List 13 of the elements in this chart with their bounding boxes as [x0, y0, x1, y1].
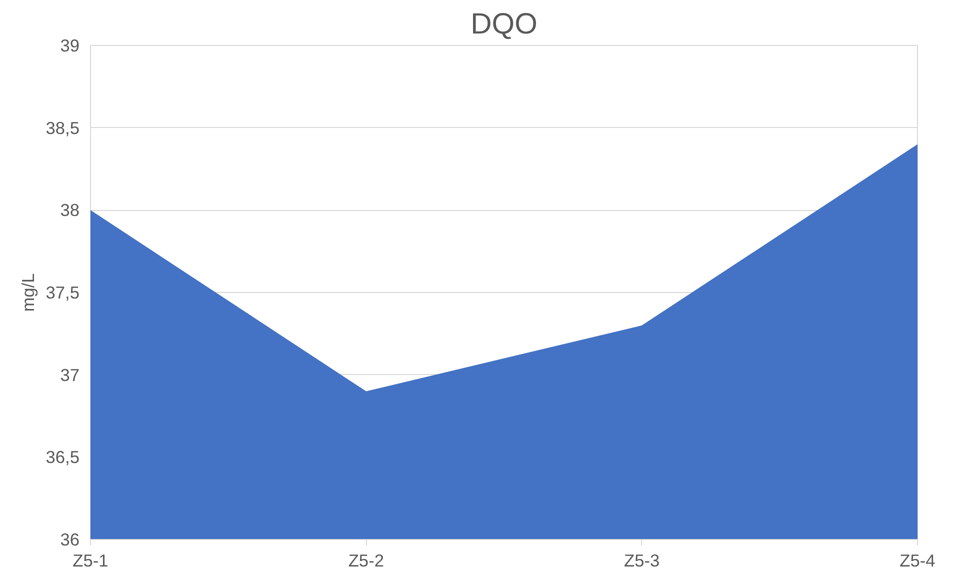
x-tick-label: Z5-1	[72, 550, 108, 570]
y-axis-title: mg/L	[18, 272, 38, 312]
y-tick-label: 38	[60, 200, 80, 220]
x-tick-label: Z5-2	[348, 550, 384, 570]
y-tick-label: 36	[60, 530, 80, 550]
x-tick-label: Z5-4	[900, 550, 936, 570]
y-tick-label: 37,5	[46, 282, 80, 302]
y-tick-label: 37	[60, 364, 80, 385]
x-tick-label: Z5-3	[624, 550, 660, 570]
y-tick-label: 38,5	[46, 118, 80, 138]
y-tick-label: 39	[60, 36, 80, 56]
chart-title: DQO	[470, 8, 538, 40]
y-tick-label: 36,5	[46, 447, 80, 468]
